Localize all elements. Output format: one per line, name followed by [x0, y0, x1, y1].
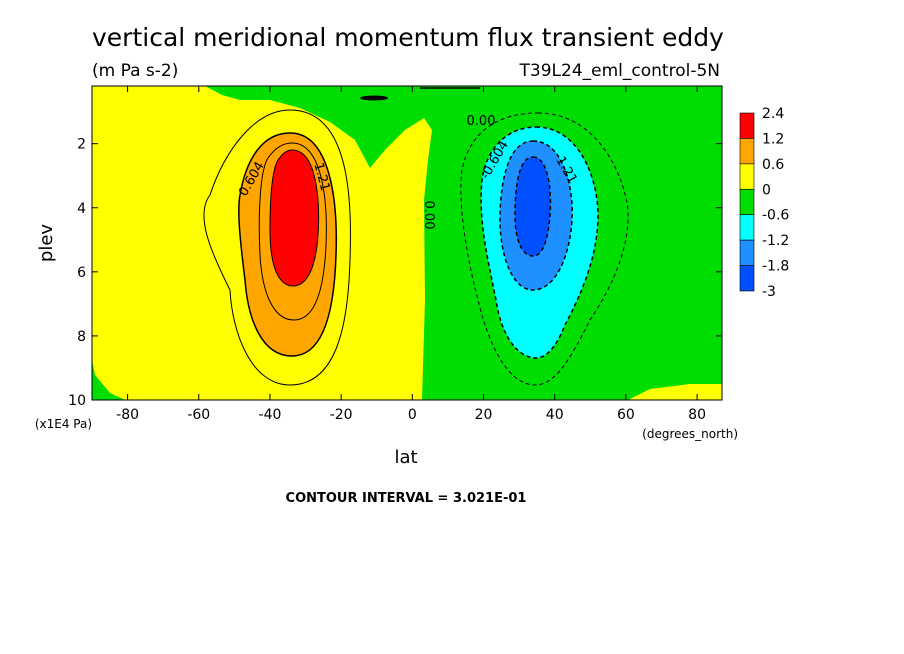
- negative-region-corner: [92, 360, 125, 400]
- x-tick-label: 60: [617, 407, 635, 423]
- lobe-positive-red: [269, 149, 320, 287]
- y-axis-title: plev: [36, 224, 57, 263]
- lobe-negative-outer: [460, 112, 629, 386]
- lobe-positive-outer: [203, 109, 351, 386]
- blob-top: [360, 95, 388, 101]
- x-tick-label: 80: [688, 407, 706, 423]
- positive-patch: [628, 384, 722, 400]
- y-axis: 2 4 6 8 10: [68, 137, 722, 409]
- colorbar-label: 0: [762, 182, 771, 198]
- colorbar-swatch: [739, 138, 755, 165]
- x-tick-label: -80: [116, 407, 139, 423]
- colorbar-swatch: [739, 214, 755, 241]
- colorbar-swatch: [739, 239, 755, 266]
- contour-label: 0.00: [467, 114, 496, 129]
- x-tick-label: -40: [259, 407, 282, 423]
- colorbar-label: -0.6: [762, 208, 789, 224]
- x-tick-label: 0: [408, 407, 417, 423]
- contour-label: 0.00: [421, 201, 436, 230]
- x-tick-label: -20: [330, 407, 353, 423]
- lobe-negative-dark: [514, 156, 552, 257]
- chart-title: vertical meridional momentum flux transi…: [92, 23, 724, 52]
- colorbar-swatch: [739, 112, 755, 139]
- x-tick-label: 40: [546, 407, 564, 423]
- colorbar-label: 0.6: [762, 157, 784, 173]
- lobe-positive-inner: [258, 142, 327, 321]
- y-tick-label: 10: [68, 393, 86, 409]
- plot-frame: [91, 85, 723, 401]
- colorbar: 2.4 1.2 0.6 0 -0.6 -1.2 -1.8 -3: [739, 106, 789, 300]
- x-tick-label: 20: [475, 407, 493, 423]
- x-tick-label: -60: [187, 407, 210, 423]
- x-axis-title: lat: [394, 447, 417, 468]
- colorbar-swatch: [739, 163, 755, 190]
- y-tick-label: 4: [77, 201, 86, 217]
- colorbar-label: -1.8: [762, 259, 789, 275]
- plot-area: [92, 86, 722, 400]
- colorbar-swatch: [739, 265, 755, 292]
- y-tick-label: 8: [77, 329, 86, 345]
- y-units-label: (x1E4 Pa): [35, 417, 92, 431]
- negative-region: [205, 86, 722, 400]
- colorbar-label: -3: [762, 284, 776, 300]
- y-tick-label: 6: [77, 265, 86, 281]
- x-axis: -80 -60 -40 -20 0 20 40 60 80: [116, 86, 706, 423]
- contour-label: 1.21: [310, 161, 332, 193]
- colorbar-label: 2.4: [762, 106, 784, 122]
- y-tick-label: 2: [77, 137, 86, 153]
- colorbar-label: -1.2: [762, 233, 789, 249]
- units-label: (m Pa s-2): [92, 61, 178, 81]
- colorbar-swatch: [739, 188, 755, 216]
- run-label: T39L24_eml_control-5N: [519, 61, 720, 81]
- colorbar-label: 1.2: [762, 131, 784, 147]
- x-units-label: (degrees_north): [642, 427, 738, 441]
- contour-interval-label: CONTOUR INTERVAL = 3.021E-01: [286, 491, 527, 506]
